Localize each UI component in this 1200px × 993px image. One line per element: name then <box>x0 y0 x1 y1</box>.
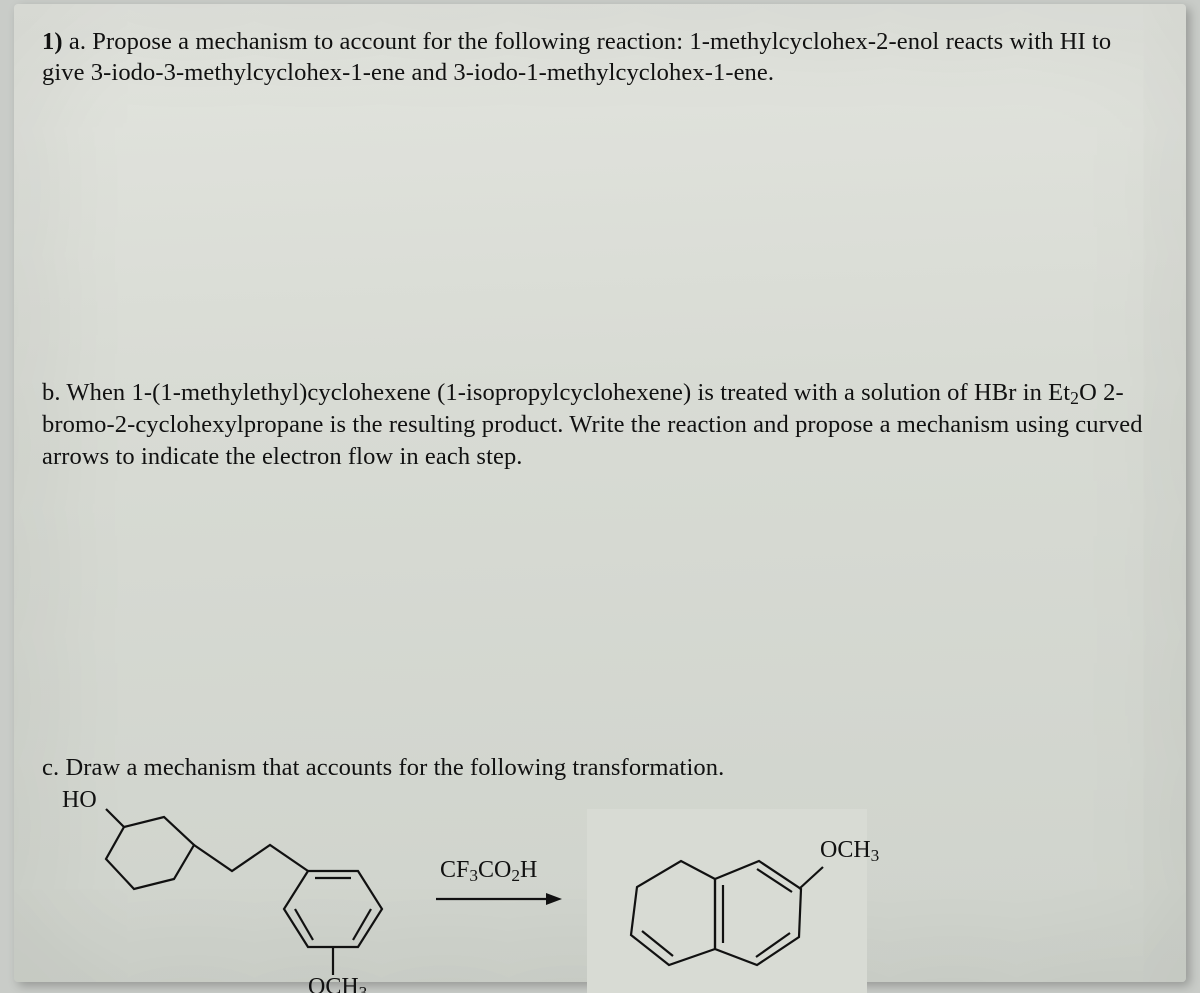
part-c: c. Draw a mechanism that accounts for th… <box>42 752 1158 783</box>
answer-space-a <box>42 89 1158 377</box>
label-OCH3-sm: OCH3 <box>308 974 367 993</box>
starting-material <box>82 797 412 993</box>
part-c-text: Draw a mechanism that accounts for the f… <box>65 754 724 781</box>
part-a-text: Propose a mechanism to account for the f… <box>42 28 1111 86</box>
reaction-scheme: HO OCH3 <box>42 789 1158 993</box>
label-OCH3-product: OCH3 <box>820 837 879 866</box>
part-b-sub1: 2 <box>1070 388 1079 408</box>
part-b-label: b. <box>42 379 61 406</box>
part-b: b. When 1-(1-methylethyl)cyclohexene (1-… <box>42 377 1158 472</box>
part-a-label: a. <box>69 28 86 55</box>
reagent-label: CF3CO2H <box>440 857 537 886</box>
problem-number: 1) <box>42 28 63 55</box>
part-b-text-1: When 1-(1-methylethyl)cyclohexene (1-iso… <box>66 379 1070 406</box>
worksheet-page: 1) a. Propose a mechanism to account for… <box>14 4 1186 982</box>
part-c-label: c. <box>42 754 59 781</box>
answer-space-b <box>42 472 1158 752</box>
reaction-arrow <box>434 889 564 914</box>
part-a: 1) a. Propose a mechanism to account for… <box>42 26 1158 89</box>
